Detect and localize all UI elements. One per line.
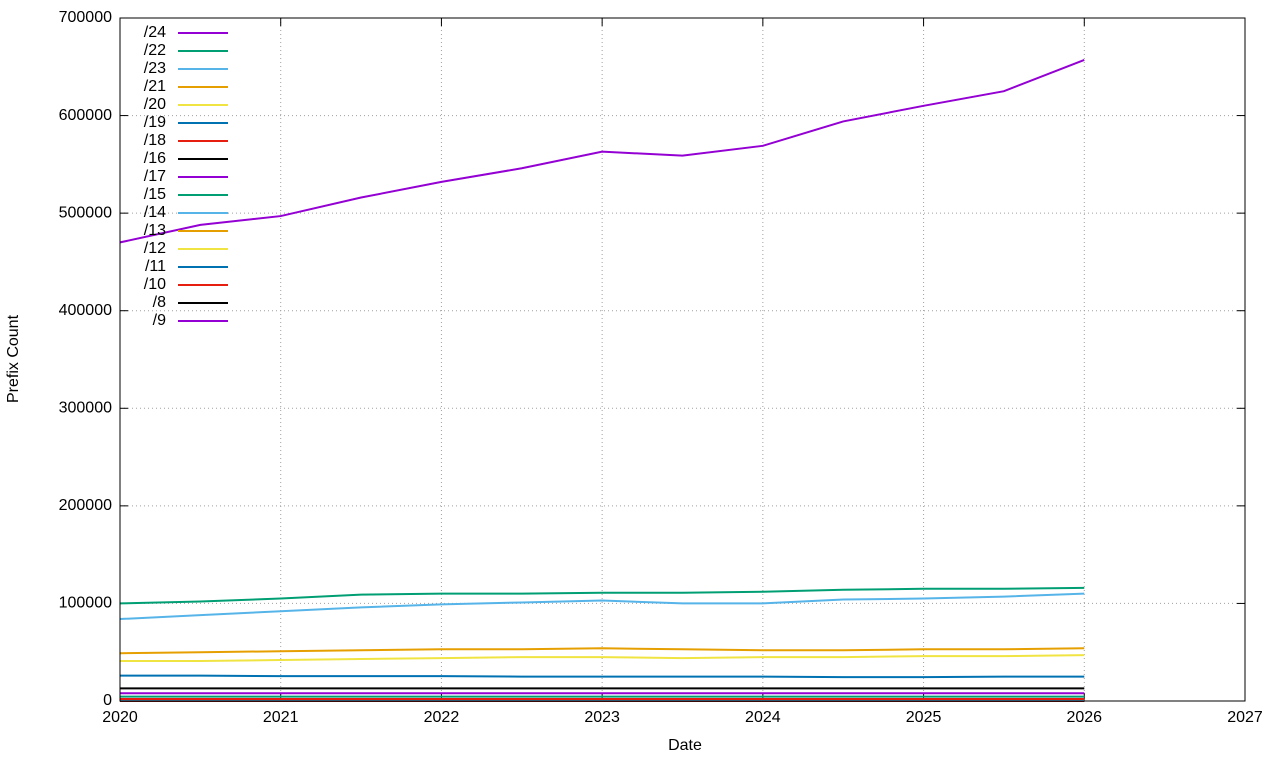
y-tick-label: 200000 (59, 497, 112, 514)
y-tick-label: 0 (103, 692, 112, 709)
legend-label: /24 (144, 24, 166, 41)
legend-label: /20 (144, 96, 166, 113)
x-tick-label: 2025 (906, 709, 942, 726)
x-tick-label: 2021 (263, 709, 299, 726)
legend-label: /10 (144, 276, 166, 293)
series-line (119, 59, 1085, 244)
series-line (119, 647, 1085, 655)
x-tick-label: 2027 (1227, 709, 1263, 726)
x-tick-label: 2024 (745, 709, 781, 726)
legend-label: /22 (144, 42, 166, 59)
series-line (119, 592, 1085, 621)
legend-label: /17 (144, 168, 166, 185)
legend-label: /15 (144, 186, 166, 203)
x-axis-label: Date (668, 737, 702, 754)
x-tick-label: 2020 (102, 709, 138, 726)
legend-label: /19 (144, 114, 166, 131)
legend-label: /16 (144, 150, 166, 167)
legend-label: /9 (153, 312, 166, 329)
y-axis-label: Prefix Count (5, 314, 22, 403)
legend-label: /12 (144, 240, 166, 257)
legend-label: /11 (145, 258, 166, 275)
y-tick-label: 600000 (59, 107, 112, 124)
x-tick-label: 2022 (424, 709, 460, 726)
plot-border (119, 17, 1246, 702)
y-tick-label: 300000 (59, 400, 112, 417)
legend-label: /18 (144, 132, 166, 149)
legend-label: /14 (144, 204, 166, 221)
legend-label: /8 (153, 294, 166, 311)
y-tick-label: 500000 (59, 204, 112, 221)
x-tick-label: 2023 (584, 709, 620, 726)
y-tick-label: 400000 (59, 302, 112, 319)
y-tick-label: 100000 (59, 595, 112, 612)
series-line (120, 674, 1085, 679)
series-line (120, 654, 1085, 662)
series-line (119, 586, 1085, 605)
y-tick-label: 700000 (59, 9, 112, 26)
legend-label: /23 (144, 60, 166, 77)
x-tick-label: 2026 (1066, 709, 1102, 726)
legend-label: /13 (144, 222, 166, 239)
legend-label: /21 (144, 78, 166, 95)
